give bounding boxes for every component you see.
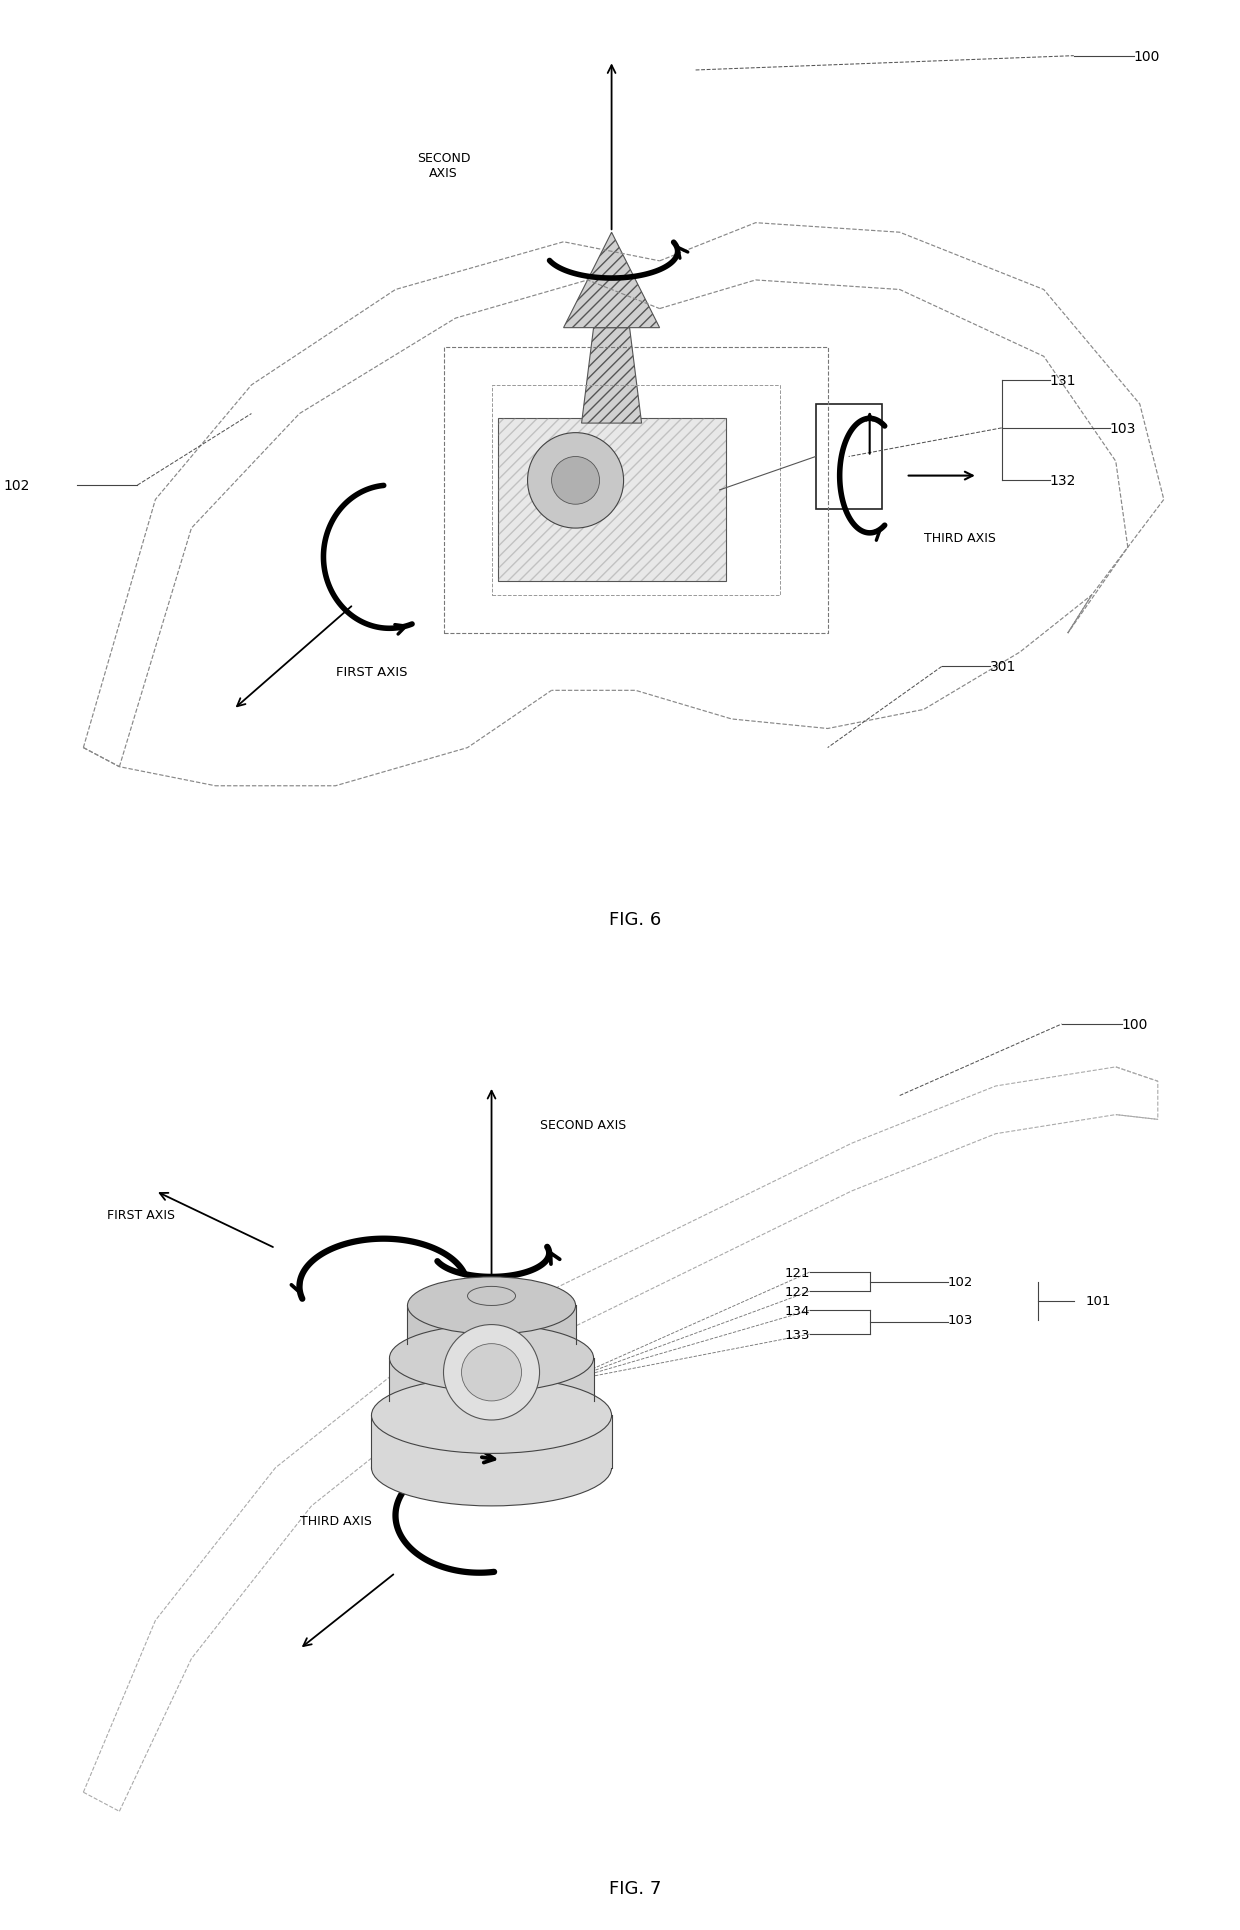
Text: FIRST AXIS: FIRST AXIS (108, 1208, 175, 1222)
Text: 121: 121 (784, 1266, 810, 1280)
Text: 102: 102 (947, 1276, 973, 1289)
Text: 301: 301 (990, 660, 1016, 674)
Ellipse shape (408, 1278, 575, 1334)
Ellipse shape (527, 434, 624, 529)
FancyBboxPatch shape (497, 419, 725, 581)
Text: 102: 102 (2, 479, 30, 492)
Ellipse shape (444, 1324, 539, 1420)
Text: 100: 100 (1133, 50, 1161, 64)
Text: 134: 134 (784, 1305, 810, 1316)
Polygon shape (563, 234, 660, 328)
Bar (372, 1415, 611, 1469)
Text: 132: 132 (1050, 475, 1076, 488)
Text: SECOND AXIS: SECOND AXIS (539, 1117, 626, 1131)
Ellipse shape (372, 1378, 611, 1453)
Ellipse shape (552, 457, 600, 506)
Text: FIG. 6: FIG. 6 (610, 911, 662, 928)
Ellipse shape (467, 1287, 516, 1307)
Text: 103: 103 (947, 1314, 973, 1326)
Text: SECOND
AXIS: SECOND AXIS (417, 152, 470, 179)
Ellipse shape (389, 1324, 594, 1392)
Ellipse shape (372, 1430, 611, 1505)
Text: THIRD AXIS: THIRD AXIS (924, 533, 996, 544)
Ellipse shape (461, 1343, 522, 1401)
Text: 131: 131 (1050, 374, 1076, 388)
Bar (816, 405, 882, 510)
Ellipse shape (389, 1368, 594, 1434)
Bar (389, 1359, 594, 1401)
Text: 101: 101 (1086, 1295, 1111, 1307)
Text: 100: 100 (1122, 1017, 1148, 1031)
Polygon shape (582, 328, 641, 425)
Text: FIG. 7: FIG. 7 (609, 1878, 662, 1897)
Text: THIRD AXIS: THIRD AXIS (300, 1513, 372, 1527)
Ellipse shape (408, 1316, 575, 1372)
Bar (408, 1307, 575, 1343)
Text: FIRST AXIS: FIRST AXIS (336, 666, 407, 677)
Text: 122: 122 (784, 1285, 810, 1299)
Text: 103: 103 (1110, 421, 1136, 436)
Text: 133: 133 (784, 1328, 810, 1341)
